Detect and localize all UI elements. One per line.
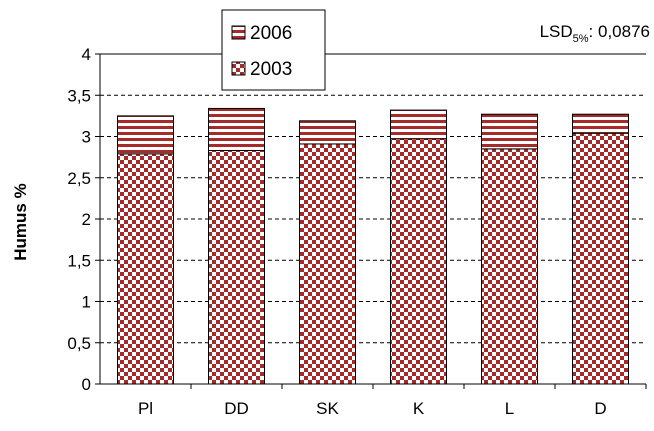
x-tick-label: L [505,399,514,418]
bars [117,107,629,385]
axes [95,53,647,389]
lsd-subscript: 5% [573,33,589,45]
legend: 2006 2003 [221,9,326,91]
x-tick-label: SK [316,399,339,418]
bar-2006-Pl [117,115,174,155]
x-tick-label: K [413,399,425,418]
bar-2006-DD [208,107,265,152]
legend-label-2003: 2003 [250,59,292,80]
bar-2006-L [481,113,538,150]
legend-swatch-2003 [231,61,246,76]
bar-2003-L [481,148,538,385]
bar-2003-DD [208,150,265,385]
y-tick-label: 1 [82,293,91,312]
tick-labels: 0 0,5 1 1,5 2 2,5 3 3,5 4 Pl DD SK K L D [67,45,606,418]
x-tick-label: D [594,399,606,418]
y-tick-label: 0,5 [67,334,91,353]
bar-2003-SK [299,143,356,385]
y-axis-label: Humus % [11,183,30,260]
bar-2006-D [572,113,629,134]
bar-2006-K [390,109,447,140]
y-tick-label: 1,5 [67,251,91,270]
y-tick-label: 2 [82,210,91,229]
y-tick-label: 3,5 [67,86,91,105]
y-tick-label: 4 [82,45,91,64]
legend-box [221,9,326,91]
bar-2003-K [390,138,447,385]
lsd-suffix: : 0,0876 [589,22,650,41]
gridlines [100,53,646,344]
lsd-annotation: LSD5%: 0,0876 [540,22,650,45]
x-tick-label: Pl [138,399,153,418]
bar-2006-SK [299,120,356,145]
y-tick-label: 0 [82,375,91,394]
bar-2003-Pl [117,153,174,385]
y-tick-label: 3 [82,128,91,147]
bar-2003-D [572,132,629,385]
legend-label-2006: 2006 [250,23,292,44]
lsd-prefix: LSD [540,22,573,41]
x-tick-label: DD [224,399,249,418]
legend-swatch-2006 [231,25,246,40]
y-tick-label: 2,5 [67,169,91,188]
